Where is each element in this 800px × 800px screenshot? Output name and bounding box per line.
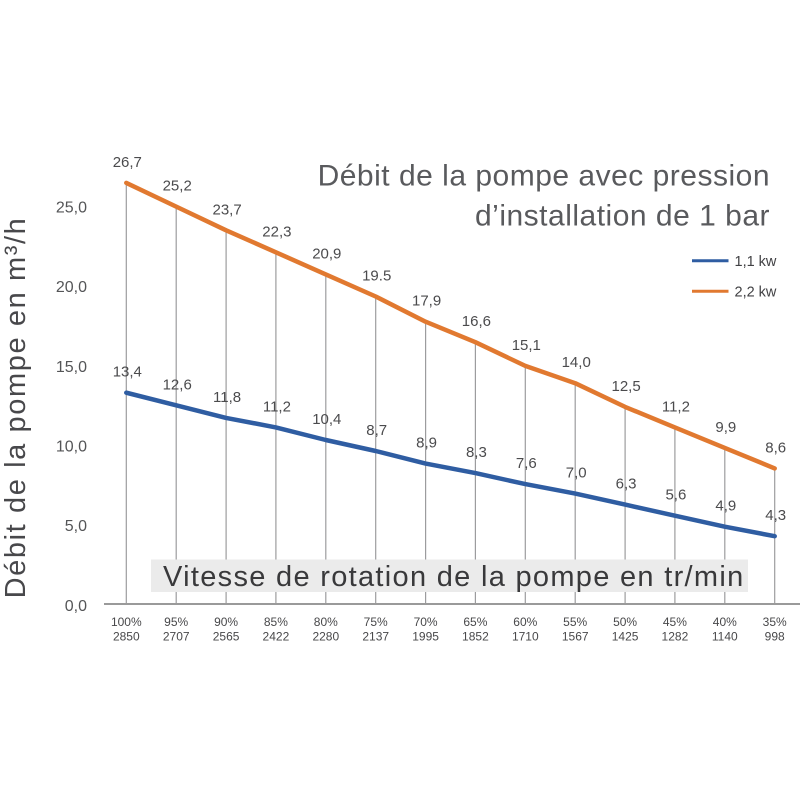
svg-text:11,2: 11,2 <box>662 398 690 415</box>
svg-text:7,0: 7,0 <box>566 465 587 482</box>
svg-text:5,6: 5,6 <box>665 487 686 504</box>
svg-text:20,9: 20,9 <box>312 245 341 262</box>
svg-text:100%: 100% <box>111 615 142 629</box>
svg-text:6,3: 6,3 <box>616 476 637 493</box>
svg-text:95%: 95% <box>164 615 188 629</box>
svg-text:90%: 90% <box>214 615 238 629</box>
svg-text:15,0: 15,0 <box>56 359 87 376</box>
svg-text:2850: 2850 <box>113 629 140 643</box>
svg-text:8,7: 8,7 <box>366 422 387 439</box>
svg-text:11,8: 11,8 <box>213 389 241 406</box>
svg-text:8,6: 8,6 <box>765 439 786 456</box>
svg-text:22,3: 22,3 <box>262 223 291 240</box>
svg-text:1425: 1425 <box>612 629 639 643</box>
svg-text:d’installation de 1 bar: d’installation de 1 bar <box>475 199 770 232</box>
svg-text:75%: 75% <box>364 615 388 629</box>
svg-text:Débit de la pompe en m³/h: Débit de la pompe en m³/h <box>0 217 32 599</box>
svg-text:80%: 80% <box>314 615 338 629</box>
svg-text:4,3: 4,3 <box>765 507 786 524</box>
svg-text:12,6: 12,6 <box>163 376 192 393</box>
svg-text:1710: 1710 <box>512 629 539 643</box>
svg-text:2707: 2707 <box>163 629 190 643</box>
svg-text:8,3: 8,3 <box>466 444 487 461</box>
svg-text:40%: 40% <box>713 615 737 629</box>
svg-text:45%: 45% <box>663 615 687 629</box>
svg-text:9,9: 9,9 <box>715 419 736 436</box>
svg-text:35%: 35% <box>763 615 787 629</box>
svg-text:23,7: 23,7 <box>212 201 241 218</box>
svg-text:12,5: 12,5 <box>611 378 640 395</box>
svg-text:50%: 50% <box>613 615 637 629</box>
svg-text:15,1: 15,1 <box>512 337 541 354</box>
svg-text:1852: 1852 <box>462 629 489 643</box>
svg-text:10,0: 10,0 <box>56 439 87 456</box>
svg-text:Débit de la pompe avec pressio: Débit de la pompe avec pression <box>318 160 770 193</box>
svg-text:1,1 kw: 1,1 kw <box>735 254 777 270</box>
svg-text:60%: 60% <box>513 615 537 629</box>
svg-text:65%: 65% <box>463 615 487 629</box>
svg-text:25,0: 25,0 <box>56 199 87 216</box>
svg-text:2565: 2565 <box>213 629 240 643</box>
svg-text:2137: 2137 <box>362 629 389 643</box>
svg-text:19.5: 19.5 <box>362 268 391 285</box>
svg-text:0,0: 0,0 <box>65 598 87 615</box>
svg-text:1567: 1567 <box>562 629 589 643</box>
svg-text:70%: 70% <box>414 615 438 629</box>
svg-text:10,4: 10,4 <box>312 411 341 428</box>
svg-text:25,2: 25,2 <box>163 178 192 195</box>
svg-text:17,9: 17,9 <box>412 293 441 310</box>
svg-text:4,9: 4,9 <box>715 498 736 515</box>
svg-text:2,2 kw: 2,2 kw <box>735 285 777 301</box>
svg-text:16,6: 16,6 <box>462 313 491 330</box>
svg-text:11,2: 11,2 <box>263 398 291 415</box>
svg-text:13,4: 13,4 <box>113 364 142 381</box>
svg-text:1140: 1140 <box>712 629 738 643</box>
svg-text:20,0: 20,0 <box>56 279 87 296</box>
svg-text:Vitesse de rotation de la pomp: Vitesse de rotation de la pompe en tr/mi… <box>163 561 745 593</box>
svg-text:55%: 55% <box>563 615 587 629</box>
svg-text:7,6: 7,6 <box>516 455 537 472</box>
svg-text:26,7: 26,7 <box>113 154 142 171</box>
svg-text:1995: 1995 <box>412 629 439 643</box>
svg-text:2280: 2280 <box>312 629 339 643</box>
svg-text:2422: 2422 <box>263 629 290 643</box>
svg-text:5,0: 5,0 <box>65 518 87 535</box>
svg-text:14,0: 14,0 <box>562 354 591 371</box>
svg-text:8,9: 8,9 <box>416 435 437 452</box>
svg-text:998: 998 <box>765 629 785 643</box>
svg-text:1282: 1282 <box>662 629 689 643</box>
svg-text:85%: 85% <box>264 615 288 629</box>
